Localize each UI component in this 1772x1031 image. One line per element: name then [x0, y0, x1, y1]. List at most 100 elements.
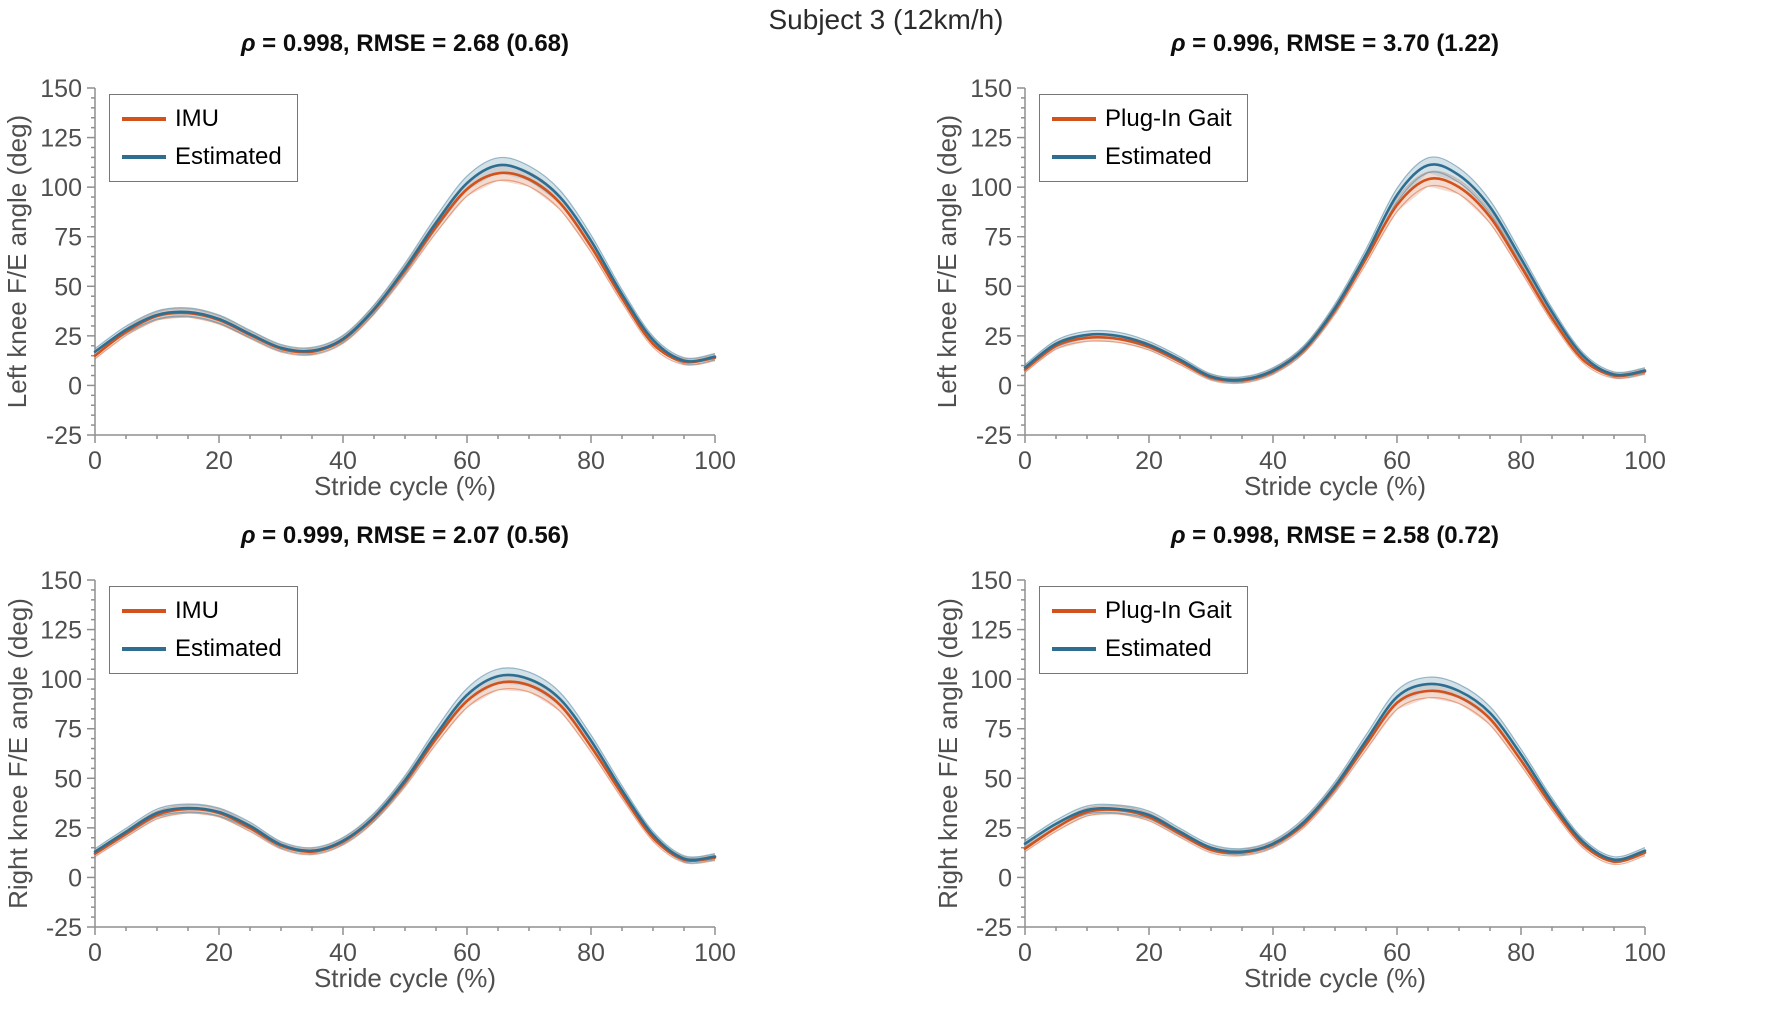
svg-text:25: 25 [54, 323, 82, 351]
legend-item-estimated: Estimated [1052, 635, 1232, 663]
svg-text:125: 125 [40, 617, 82, 645]
svg-text:60: 60 [453, 939, 481, 967]
legend-line-swatch [1052, 609, 1096, 613]
legend-line-swatch [1052, 647, 1096, 651]
svg-text:-25: -25 [976, 914, 1012, 942]
subplot-bottom-left: ρ = 0.999, RMSE = 2.07 (0.56) Right knee… [0, 522, 800, 1014]
legend-label: IMU [175, 105, 219, 132]
svg-text:150: 150 [40, 75, 82, 103]
svg-text:0: 0 [1018, 447, 1032, 475]
svg-text:25: 25 [54, 815, 82, 843]
svg-text:150: 150 [970, 567, 1012, 595]
rho-symbol: ρ [240, 522, 256, 549]
svg-text:-25: -25 [46, 914, 82, 942]
subplot-stats: = 0.996, RMSE = 3.70 (1.22) [1185, 30, 1500, 57]
svg-text:100: 100 [970, 666, 1012, 694]
svg-text:0: 0 [998, 864, 1012, 892]
svg-text:100: 100 [694, 939, 736, 967]
svg-text:20: 20 [205, 939, 233, 967]
svg-text:50: 50 [984, 765, 1012, 793]
subplot-bottom-right: ρ = 0.998, RMSE = 2.58 (0.72) Right knee… [930, 522, 1730, 1014]
figure-title: Subject 3 (12km/h) [768, 4, 1004, 35]
legend-line-swatch [122, 117, 166, 121]
legend-item-reference: Plug-In Gait [1052, 105, 1232, 133]
svg-text:75: 75 [984, 224, 1012, 252]
legend-line-swatch [1052, 155, 1096, 159]
legend-item-reference: IMU [122, 597, 282, 625]
svg-text:20: 20 [1135, 939, 1163, 967]
svg-text:100: 100 [40, 174, 82, 202]
legend-box: IMU Estimated [109, 586, 298, 674]
svg-text:0: 0 [1018, 939, 1032, 967]
svg-text:40: 40 [1259, 939, 1287, 967]
svg-text:75: 75 [54, 716, 82, 744]
subplot-stats: = 0.998, RMSE = 2.58 (0.72) [1185, 522, 1500, 549]
svg-text:40: 40 [329, 939, 357, 967]
subplot-stats: = 0.999, RMSE = 2.07 (0.56) [255, 522, 570, 549]
svg-text:0: 0 [88, 447, 102, 475]
svg-text:125: 125 [40, 125, 82, 153]
svg-text:60: 60 [453, 447, 481, 475]
svg-text:150: 150 [40, 567, 82, 595]
svg-text:100: 100 [1624, 939, 1666, 967]
legend-item-estimated: Estimated [122, 635, 282, 663]
svg-text:40: 40 [329, 447, 357, 475]
subplot-top-left: ρ = 0.998, RMSE = 2.68 (0.68) Left knee … [0, 30, 800, 522]
svg-text:-25: -25 [976, 422, 1012, 450]
subplot-top-right: ρ = 0.996, RMSE = 3.70 (1.22) Left knee … [930, 30, 1730, 522]
rho-symbol: ρ [1170, 522, 1186, 549]
svg-text:0: 0 [68, 372, 82, 400]
svg-text:-25: -25 [46, 422, 82, 450]
svg-text:80: 80 [1507, 447, 1535, 475]
legend-box: Plug-In Gait Estimated [1039, 586, 1248, 674]
x-axis-label: Stride cycle (%) [1243, 471, 1427, 501]
svg-text:80: 80 [577, 447, 605, 475]
x-axis-label: Stride cycle (%) [313, 471, 497, 501]
subplot-title: ρ = 0.996, RMSE = 3.70 (1.22) [1025, 30, 1645, 58]
legend-item-reference: IMU [122, 105, 282, 133]
svg-text:0: 0 [88, 939, 102, 967]
rho-symbol: ρ [240, 30, 256, 57]
subplot-title: ρ = 0.998, RMSE = 2.58 (0.72) [1025, 522, 1645, 550]
x-axis-label: Stride cycle (%) [313, 963, 497, 993]
svg-text:100: 100 [694, 447, 736, 475]
svg-text:75: 75 [54, 224, 82, 252]
svg-text:25: 25 [984, 815, 1012, 843]
legend-item-reference: Plug-In Gait [1052, 597, 1232, 625]
legend-line-swatch [1052, 117, 1096, 121]
legend-line-swatch [122, 647, 166, 651]
svg-text:100: 100 [970, 174, 1012, 202]
svg-text:100: 100 [1624, 447, 1666, 475]
svg-text:0: 0 [68, 864, 82, 892]
rho-symbol: ρ [1170, 30, 1186, 57]
svg-text:50: 50 [984, 273, 1012, 301]
legend-line-swatch [122, 155, 166, 159]
legend-label: Plug-In Gait [1105, 105, 1232, 132]
svg-text:50: 50 [54, 273, 82, 301]
svg-text:80: 80 [577, 939, 605, 967]
svg-text:125: 125 [970, 617, 1012, 645]
legend-label: Estimated [1105, 143, 1212, 170]
svg-text:0: 0 [998, 372, 1012, 400]
legend-label: IMU [175, 597, 219, 624]
legend-box: Plug-In Gait Estimated [1039, 94, 1248, 182]
svg-text:20: 20 [1135, 447, 1163, 475]
svg-text:60: 60 [1383, 939, 1411, 967]
svg-text:20: 20 [205, 447, 233, 475]
svg-text:60: 60 [1383, 447, 1411, 475]
svg-text:75: 75 [984, 716, 1012, 744]
legend-label: Estimated [175, 635, 282, 662]
svg-text:150: 150 [970, 75, 1012, 103]
legend-label: Plug-In Gait [1105, 597, 1232, 624]
svg-text:40: 40 [1259, 447, 1287, 475]
svg-text:50: 50 [54, 765, 82, 793]
legend-label: Estimated [175, 143, 282, 170]
svg-text:100: 100 [40, 666, 82, 694]
legend-box: IMU Estimated [109, 94, 298, 182]
legend-label: Estimated [1105, 635, 1212, 662]
x-axis-label: Stride cycle (%) [1243, 963, 1427, 993]
